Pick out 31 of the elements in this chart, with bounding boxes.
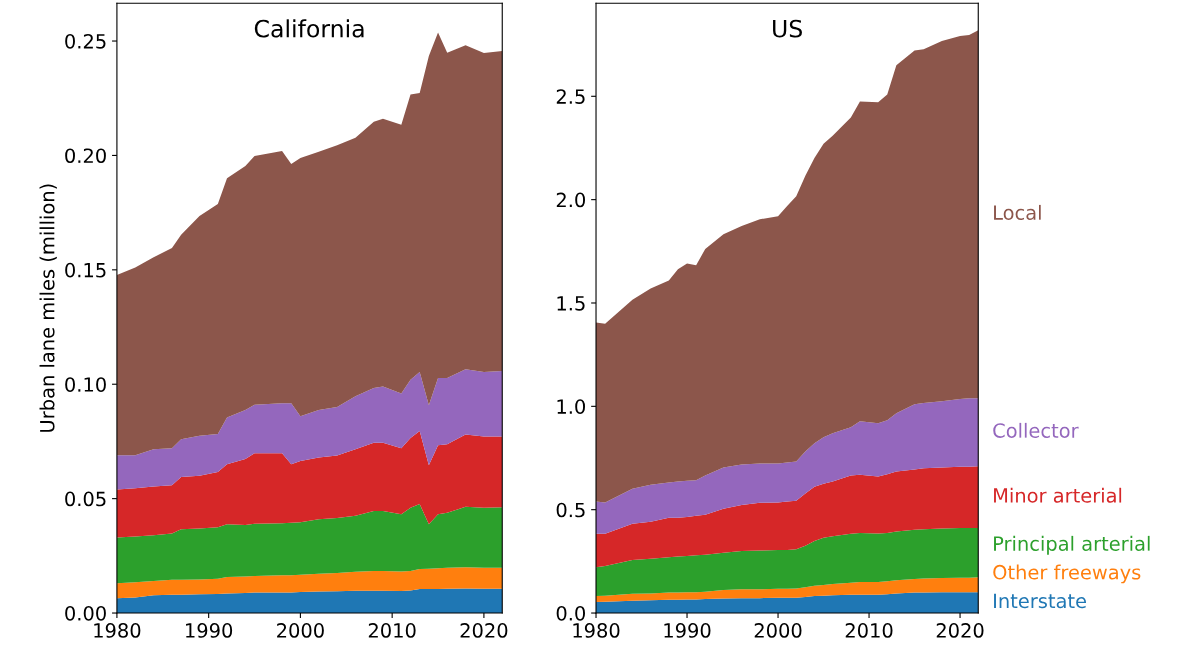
y-tick-label: 0.10 <box>65 377 106 392</box>
y-tick-label: 0.05 <box>65 491 106 507</box>
y-tick-label: 2.5 <box>556 89 585 104</box>
x-tick-label: 1990 <box>664 623 711 638</box>
x-tick-label: 2000 <box>277 623 324 638</box>
x-tick-label: 1990 <box>186 623 233 638</box>
series-label: Interstate <box>994 593 1087 609</box>
x-tick-label: 2010 <box>368 623 416 638</box>
y-tick-label: 0.25 <box>65 33 106 49</box>
text: California <box>254 19 364 38</box>
x-tick-label: 1980 <box>94 623 141 638</box>
y-tick-label: 1.5 <box>557 296 585 311</box>
y-tick-label: 0.0 <box>556 605 586 621</box>
y-tick-label: 0.5 <box>556 502 585 518</box>
y-tick-label: 0.00 <box>65 605 106 621</box>
y-tick-label: 2.0 <box>556 192 586 208</box>
series-label: Principal arterial <box>994 535 1150 555</box>
y-tick-label: 1.0 <box>557 399 586 414</box>
y-axis-title: Urban lane miles (million) <box>39 184 57 432</box>
y-tick-label: 0.15 <box>65 262 106 278</box>
series-label: Collector <box>993 422 1079 438</box>
series-label: Minor arterial <box>994 487 1122 503</box>
series-label: Local <box>994 204 1041 220</box>
x-tick-label: 2020 <box>936 623 984 638</box>
text: US <box>773 19 802 38</box>
x-tick-label: 1980 <box>573 623 620 638</box>
x-tick-label: 2010 <box>845 623 893 638</box>
series-label: Other freeways <box>993 564 1141 584</box>
x-tick-label: 2020 <box>460 623 508 638</box>
y-tick-label: 0.20 <box>65 148 106 164</box>
x-tick-label: 2000 <box>754 623 802 638</box>
